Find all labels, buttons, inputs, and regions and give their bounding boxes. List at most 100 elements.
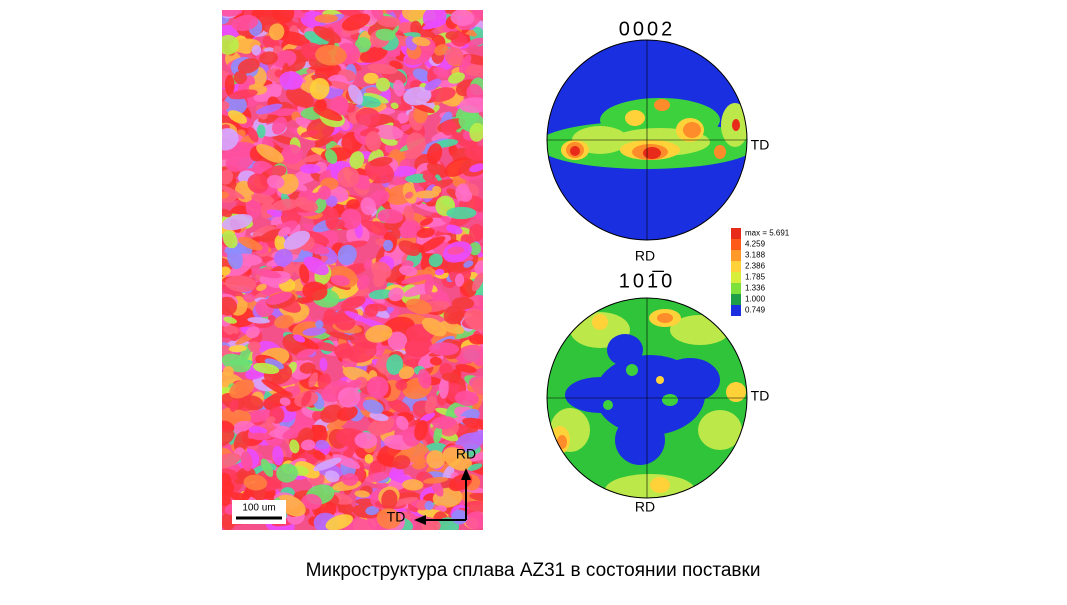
grain [222, 266, 231, 276]
grain [222, 183, 245, 200]
grain [320, 404, 343, 423]
grain [463, 308, 483, 332]
contour [643, 147, 661, 159]
grain [373, 124, 404, 140]
grain [363, 259, 373, 270]
legend-swatch [731, 305, 741, 316]
grain [256, 144, 284, 163]
grain [266, 174, 285, 189]
grain [404, 336, 433, 358]
contour [615, 415, 665, 465]
grain [223, 94, 247, 115]
grain [472, 377, 483, 396]
grain [441, 372, 459, 382]
grain [325, 514, 353, 530]
grain [340, 208, 362, 230]
legend-label: max = 5.691 [745, 229, 790, 238]
grain [238, 236, 263, 251]
legend-swatch [731, 283, 741, 294]
pole-figure-contours [547, 98, 747, 169]
grain [387, 398, 411, 414]
grain [251, 44, 262, 56]
grain [302, 281, 328, 301]
grain [323, 308, 338, 323]
grain [377, 208, 404, 224]
grain [363, 72, 379, 84]
grain [222, 34, 239, 55]
grain [346, 379, 362, 389]
grain [364, 454, 374, 464]
map-rd-label: RD [456, 446, 476, 462]
grain [325, 208, 339, 230]
grain [222, 101, 230, 111]
contour [726, 382, 746, 402]
grain [360, 197, 377, 216]
grain [261, 379, 290, 396]
grain [273, 248, 293, 267]
grain [395, 380, 408, 391]
grain [233, 431, 250, 453]
grain [315, 320, 324, 329]
grain [375, 246, 387, 265]
grain [233, 70, 247, 85]
grain [431, 416, 457, 430]
grain [303, 256, 329, 276]
grain [314, 136, 334, 148]
grain [328, 331, 355, 341]
grain [256, 124, 266, 139]
contour [605, 474, 695, 498]
legend-label: 1.000 [745, 295, 766, 304]
grain [279, 397, 291, 406]
grain [469, 449, 483, 462]
grain [307, 192, 320, 201]
grain [222, 512, 236, 530]
grain [283, 230, 311, 250]
grain [388, 287, 404, 302]
grain [256, 283, 267, 292]
grain [434, 268, 445, 276]
contour [607, 334, 643, 366]
grain [397, 112, 409, 124]
grain [346, 199, 360, 210]
grain [414, 420, 428, 441]
contour [650, 477, 670, 493]
grain [324, 470, 340, 483]
grain [272, 50, 297, 68]
grain [469, 492, 483, 502]
td-arrowhead [414, 515, 426, 525]
grain [268, 23, 285, 41]
grain [285, 87, 314, 108]
map-td-label: TD [387, 509, 406, 525]
grains [222, 10, 483, 530]
grain [429, 356, 443, 366]
grain [229, 379, 255, 399]
grain [289, 439, 300, 454]
grain [426, 450, 446, 469]
grain [326, 418, 347, 430]
grain [368, 303, 388, 312]
pole-figure-title: 101̅0 [619, 269, 676, 292]
grain [272, 10, 295, 24]
grain [281, 144, 303, 165]
grain [426, 162, 448, 178]
grain [469, 223, 483, 242]
grain [240, 395, 264, 411]
grain [249, 432, 272, 441]
grain [303, 153, 326, 163]
grain [401, 274, 432, 284]
pole-figure-title: 0002 [619, 18, 676, 40]
grain [398, 366, 415, 380]
grain [313, 457, 342, 472]
grain [301, 390, 312, 407]
grain [313, 106, 343, 122]
grain [222, 387, 233, 395]
grain [404, 191, 414, 199]
grain [363, 92, 389, 104]
grain [434, 43, 449, 56]
grain [330, 275, 350, 287]
grain [274, 234, 286, 251]
grain [467, 463, 483, 471]
grain [455, 183, 470, 201]
grain [428, 342, 460, 356]
grain [472, 272, 483, 292]
